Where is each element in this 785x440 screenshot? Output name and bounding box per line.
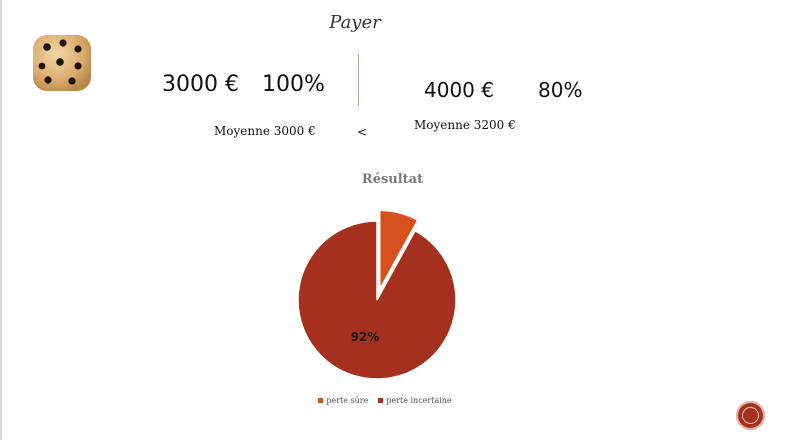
legend-label-1: perte incertaine	[386, 396, 452, 405]
comparison-sign: <	[357, 125, 368, 139]
chart-title: Résultat	[361, 172, 424, 187]
right-average: Moyenne 3200 €	[414, 118, 516, 132]
nav-button-icon	[742, 407, 759, 424]
right-percent: 80%	[538, 78, 583, 102]
nav-button[interactable]	[736, 401, 765, 430]
dice-five-icon	[33, 35, 91, 91]
left-amount: 3000 €	[162, 72, 239, 97]
right-amount: 4000 €	[424, 78, 494, 102]
slide-title: Payer	[329, 12, 381, 33]
pie-slice-0	[378, 209, 419, 290]
vertical-divider	[358, 54, 359, 106]
pie-label-1: 92%	[351, 330, 380, 344]
left-percent: 100%	[262, 72, 325, 97]
pie-chart: 92%	[297, 209, 457, 380]
legend-label-0: perte sûre	[326, 396, 369, 405]
slide-edge	[0, 0, 2, 440]
legend-swatch-1	[378, 398, 384, 403]
legend-item-0: perte sûre	[318, 396, 368, 405]
legend-item-1: perte incertaine	[378, 396, 452, 405]
chart-legend: perte sûre perte incertaine	[300, 396, 470, 405]
pie-slice-1	[297, 220, 457, 380]
legend-swatch-0	[318, 398, 324, 403]
left-average: Moyenne 3000 €	[214, 124, 316, 138]
